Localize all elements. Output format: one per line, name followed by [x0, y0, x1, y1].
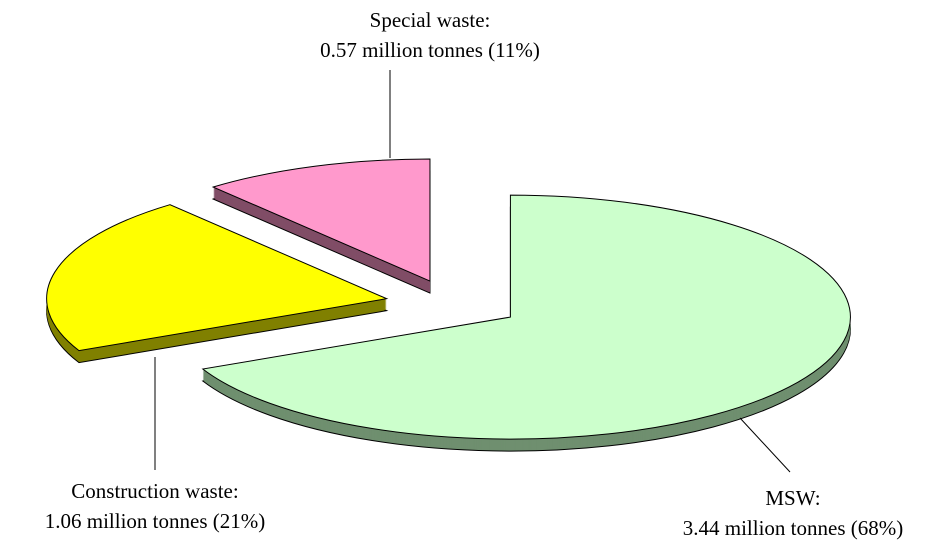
value-label: 1.06 million tonnes (21%)	[45, 509, 265, 533]
slice	[46, 204, 389, 352]
value-label: 3.44 million tonnes (68%)	[683, 516, 903, 540]
slice-name: Special waste:	[370, 8, 491, 32]
slice	[211, 158, 431, 282]
slice-name: MSW:	[765, 486, 820, 510]
leader-line	[739, 417, 791, 473]
slice-name: Construction waste:	[71, 479, 238, 503]
slice	[201, 194, 851, 440]
value-label: 0.57 million tonnes (11%)	[320, 38, 540, 62]
